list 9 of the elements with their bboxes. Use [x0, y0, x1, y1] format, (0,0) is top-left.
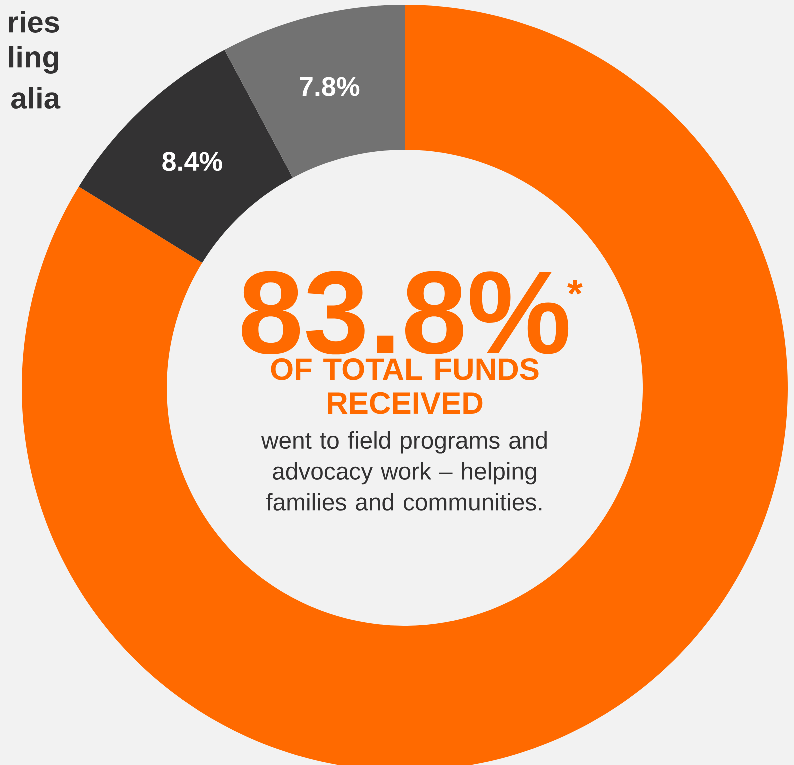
- text: *: [568, 280, 583, 295]
- text: ling: [9, 46, 59, 74]
- data-label: 8.4%: [162, 152, 222, 172]
- text: alia: [12, 87, 61, 109]
- data-label: 83.8%: [242, 271, 569, 355]
- text: OF TOTAL FUNDS RECEIVED: [271, 358, 539, 414]
- text: ries: [9, 11, 60, 33]
- data-label: 7.8%: [300, 77, 360, 96]
- text: went to field programs and advocacy work – helping families and communities.: [261, 432, 547, 511]
